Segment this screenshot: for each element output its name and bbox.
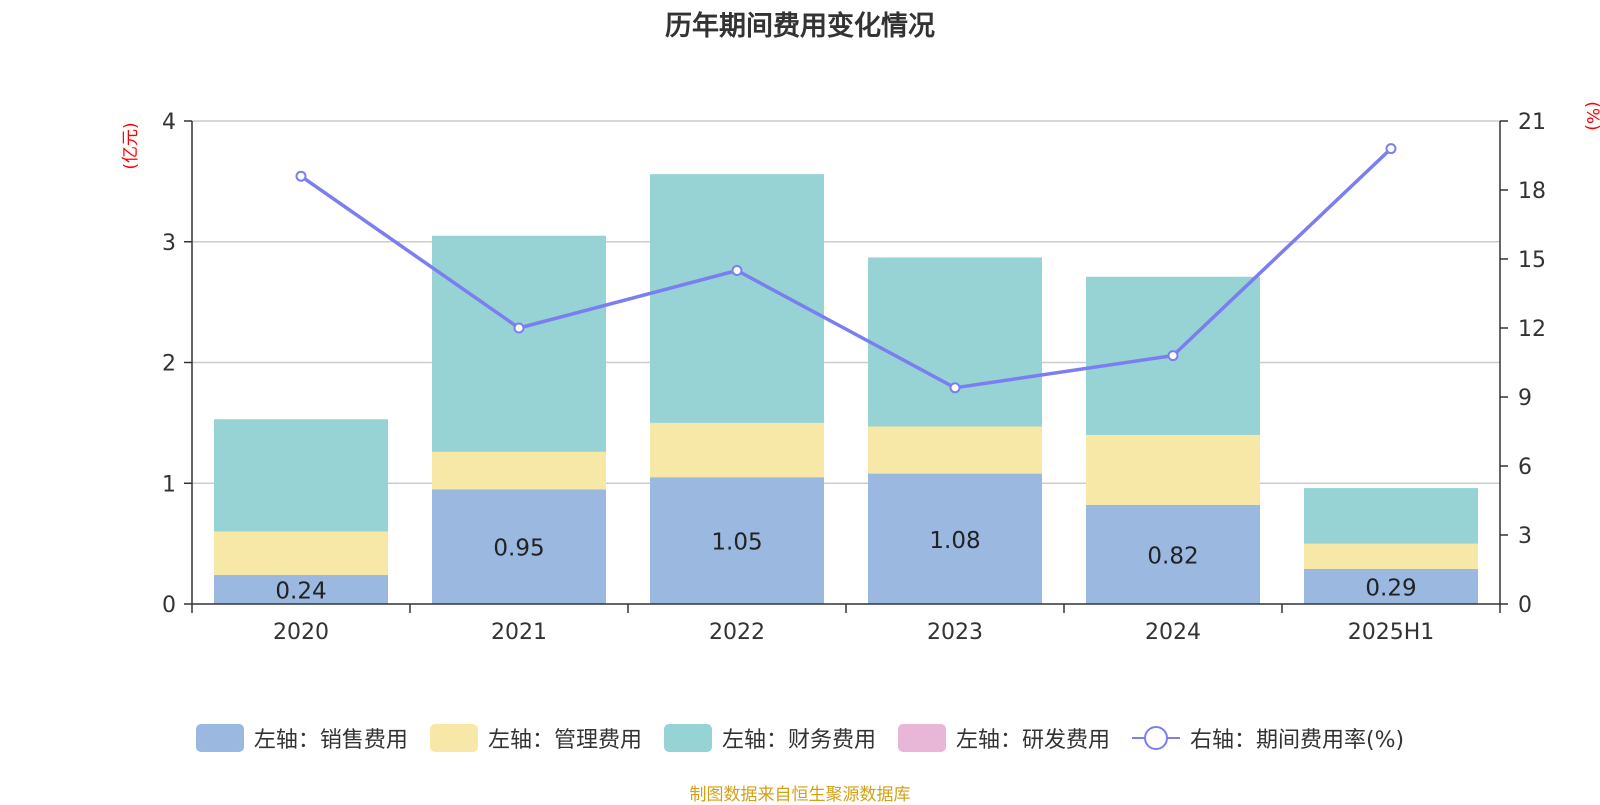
legend-swatch	[663, 724, 712, 752]
legend-label: 左轴：管理费用	[487, 728, 642, 753]
legend: 左轴：销售费用 左轴：管理费用 左轴：财务费用 左轴：研发费用 右轴：期间费用率(%)	[0, 718, 1600, 758]
legend-item[interactable]: 左轴：财务费用	[663, 722, 876, 754]
rate-point	[295, 170, 307, 182]
bar-value-label: 0.95	[493, 536, 544, 562]
bar-value-label: 1.08	[929, 528, 980, 554]
bar-segment	[432, 451, 606, 490]
legend-label: 左轴：研发费用	[955, 728, 1110, 753]
legend-item[interactable]: 左轴：管理费用	[429, 722, 642, 754]
bar-segment	[1304, 543, 1478, 569]
bar-value-label: 0.29	[1365, 575, 1416, 601]
bar-segment	[1304, 488, 1478, 544]
x-tick-label: 2024	[1145, 620, 1201, 645]
right-tick-label: 9	[1518, 386, 1532, 411]
x-tick-label: 2021	[491, 620, 547, 645]
rate-point	[949, 382, 961, 394]
right-tick-label: 12	[1518, 317, 1546, 342]
bar-value-label: 0.24	[275, 579, 326, 605]
legend-swatch	[195, 724, 244, 752]
right-tick-label: 6	[1518, 455, 1532, 480]
x-tick-label: 2020	[273, 620, 329, 645]
right-tick-label: 0	[1518, 593, 1532, 618]
source-note: 制图数据来自恒生聚源数据库	[689, 785, 911, 805]
legend-item[interactable]: 左轴：研发费用	[897, 722, 1110, 754]
bar-segment	[214, 531, 388, 576]
rate-point	[513, 322, 525, 334]
x-tick-label: 2023	[927, 620, 983, 645]
bar-segment	[214, 419, 388, 532]
bar-segment	[432, 235, 606, 452]
rate-point	[731, 265, 743, 276]
bar-segment	[1304, 568, 1478, 604]
bar-segment	[214, 575, 388, 604]
legend-item[interactable]: 右轴：期间费用率(%)	[1131, 722, 1405, 754]
chart-title: 历年期间费用变化情况	[665, 11, 935, 42]
legend-label: 左轴：财务费用	[721, 728, 876, 753]
bar-segment	[650, 477, 824, 604]
left-tick-label: 3	[162, 231, 176, 256]
right-tick-label: 18	[1518, 179, 1546, 204]
bar-value-label: 0.82	[1147, 543, 1198, 569]
data-labels: 0.24 0.95 1.05 1.08 0.82 0.29	[275, 528, 1416, 605]
right-tick-label: 21	[1518, 110, 1546, 135]
bar-layer	[214, 174, 1478, 604]
right-tick-label: 15	[1518, 248, 1546, 273]
bar-segment	[868, 473, 1042, 604]
rate-line	[299, 147, 1393, 390]
grid-lines	[192, 120, 1500, 484]
legend-line-marker-icon	[1131, 726, 1180, 750]
left-tick-label: 0	[162, 593, 176, 618]
x-tick-label: 2022	[709, 620, 765, 645]
rate-point	[1167, 350, 1179, 362]
right-axis-unit: (%)	[1582, 101, 1600, 130]
rate-line-layer	[295, 143, 1397, 394]
bar-value-label: 1.05	[711, 530, 762, 556]
legend-line-circle	[1143, 726, 1168, 750]
bar-segment	[650, 422, 824, 478]
bar-segment	[868, 426, 1042, 474]
left-tick-label: 1	[162, 472, 176, 497]
legend-swatch	[897, 724, 946, 752]
legend-swatch	[429, 724, 478, 752]
bar-segment	[1086, 504, 1260, 604]
left-tick-label: 4	[162, 110, 176, 135]
right-tick-label: 3	[1518, 524, 1532, 549]
x-tick-label: 2025H1	[1348, 620, 1435, 645]
legend-label: 左轴：销售费用	[253, 728, 408, 753]
legend-item[interactable]: 左轴：销售费用	[195, 722, 408, 754]
bar-segment	[432, 489, 606, 604]
legend-label: 右轴：期间费用率(%)	[1189, 728, 1405, 753]
bar-segment	[868, 257, 1042, 427]
bar-segment	[1086, 434, 1260, 505]
rate-point	[1385, 143, 1397, 155]
left-tick-label: 2	[162, 352, 176, 377]
left-axis-unit: (亿元)	[121, 122, 141, 169]
bar-segment	[650, 174, 824, 423]
